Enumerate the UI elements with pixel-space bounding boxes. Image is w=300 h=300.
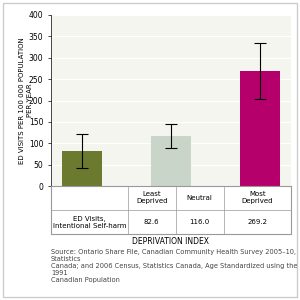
Bar: [151, 136, 191, 186]
Bar: [240, 71, 280, 186]
Bar: [62, 151, 102, 186]
Text: Source: Ontario Share File, Canadian Community Health Survey 2005–10, Statistics: Source: Ontario Share File, Canadian Com…: [51, 249, 298, 283]
Text: Least
Deprived: Least Deprived: [136, 191, 168, 205]
FancyBboxPatch shape: [51, 186, 291, 234]
Text: Neutral: Neutral: [187, 195, 213, 201]
Text: 269.2: 269.2: [248, 219, 267, 225]
Text: 82.6: 82.6: [144, 219, 160, 225]
Y-axis label: ED VISITS PER 100 000 POPULATION
PER YEAR: ED VISITS PER 100 000 POPULATION PER YEA…: [19, 37, 33, 164]
Text: 116.0: 116.0: [190, 219, 210, 225]
Text: DEPRIVATION INDEX: DEPRIVATION INDEX: [133, 237, 209, 246]
Text: Most
Deprived: Most Deprived: [242, 191, 273, 205]
Text: ED Visits,
Intentional Self-harm: ED Visits, Intentional Self-harm: [53, 215, 126, 229]
